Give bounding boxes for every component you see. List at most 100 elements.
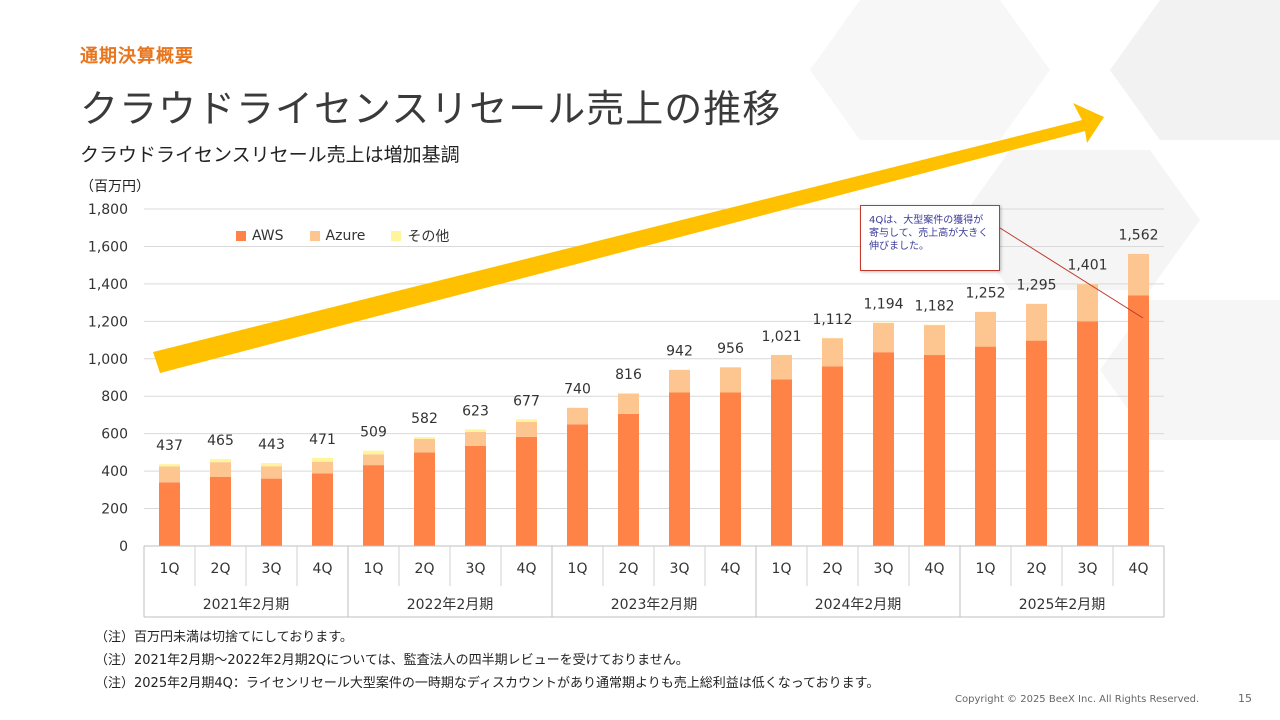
- bar-azure: [822, 338, 843, 367]
- subtitle: クラウドライセンスリセール売上は増加基調: [80, 144, 460, 166]
- data-label-total: 1,112: [812, 312, 852, 328]
- y-tick-label: 400: [101, 464, 128, 480]
- data-label-total: 1,562: [1118, 228, 1158, 244]
- x-group-label: 2021年2月期: [203, 597, 290, 613]
- data-label-total: 582: [411, 411, 438, 427]
- data-label-total: 1,182: [914, 299, 954, 315]
- legend-label-aws: AWS: [252, 228, 284, 244]
- data-label-total: 740: [564, 381, 591, 397]
- data-label-total: 465: [207, 433, 234, 449]
- footnote: （注）2021年2月期～2022年2月期2Qについては、監査法人の四半期レビュー…: [95, 653, 689, 668]
- bar-aws: [159, 482, 180, 546]
- footnotes: （注）百万円未満は切捨てにしております。 （注）2021年2月期～2022年2月…: [95, 628, 879, 697]
- bar-azure: [465, 431, 486, 446]
- bar-azure: [516, 421, 537, 437]
- legend-swatch-azure: [309, 231, 320, 241]
- trend-arrow: [153, 103, 1104, 373]
- bar-azure: [414, 438, 435, 453]
- legend-swatch-other: [391, 231, 402, 241]
- data-label-total: 443: [258, 437, 285, 453]
- bar-other: [363, 450, 384, 455]
- bar-azure: [669, 370, 690, 393]
- data-label-total: 677: [513, 393, 540, 409]
- page-number: 15: [1238, 692, 1252, 705]
- x-tick-label: 4Q: [517, 561, 537, 577]
- bar-azure: [873, 322, 894, 353]
- legend-swatch-aws: [236, 231, 246, 241]
- bar-azure: [1026, 303, 1047, 341]
- bar-aws: [567, 424, 588, 546]
- page-title: クラウドライセンスリセール売上の推移: [80, 87, 782, 131]
- x-tick-label: 2Q: [415, 561, 435, 577]
- y-tick-label: 1,000: [88, 352, 128, 368]
- data-label-total: 1,194: [863, 296, 903, 312]
- bar-azure: [720, 367, 741, 393]
- bar-aws: [1077, 321, 1098, 546]
- x-tick-label: 1Q: [364, 561, 384, 577]
- bar-azure: [924, 325, 945, 356]
- bar-aws: [261, 478, 282, 546]
- bar-aws: [618, 413, 639, 546]
- legend-item-azure: Azure: [309, 226, 365, 246]
- data-label-total: 1,295: [1016, 278, 1056, 294]
- bar-azure: [975, 311, 996, 347]
- x-tick-label: 2Q: [1027, 561, 1047, 577]
- bar-other: [159, 464, 180, 467]
- data-label-total: 1,021: [761, 329, 801, 345]
- data-label-total: 816: [615, 367, 642, 383]
- x-group-label: 2025年2月期: [1019, 597, 1106, 613]
- x-tick-label: 3Q: [670, 561, 690, 577]
- x-tick-label: 2Q: [211, 561, 231, 577]
- footnote: （注）百万円未満は切捨てにしております。: [95, 630, 353, 645]
- x-tick-label: 2Q: [619, 561, 639, 577]
- callout-leader: [999, 227, 1144, 319]
- bar-azure: [210, 462, 231, 477]
- bar-other: [516, 419, 537, 422]
- data-label-total: 956: [717, 341, 744, 357]
- y-tick-label: 1,200: [88, 314, 128, 330]
- data-label-total: 437: [156, 438, 183, 454]
- section-label: 通期決算概要: [80, 46, 194, 67]
- y-tick-label: 1,600: [88, 239, 128, 255]
- bar-azure: [159, 466, 180, 483]
- x-group-label: 2024年2月期: [815, 597, 902, 613]
- footnote: （注）2025年2月期4Q：ライセンリセール大型案件の一時期なディスカウントがあ…: [95, 676, 880, 691]
- bar-aws: [210, 476, 231, 546]
- y-tick-label: 0: [119, 539, 128, 555]
- bar-other: [465, 429, 486, 432]
- bar-azure: [1077, 284, 1098, 322]
- legend-item-other: その他: [391, 226, 449, 246]
- x-group-label: 2023年2月期: [611, 597, 698, 613]
- data-label-total: 1,401: [1067, 258, 1107, 274]
- x-tick-label: 4Q: [313, 561, 333, 577]
- bar-aws: [924, 355, 945, 546]
- legend-item-aws: AWS: [236, 226, 284, 246]
- bar-aws: [312, 473, 333, 546]
- copyright: Copyright © 2025 BeeX Inc. All Rights Re…: [955, 694, 1200, 705]
- x-tick-label: 4Q: [925, 561, 945, 577]
- y-tick-label: 1,800: [88, 202, 128, 218]
- data-label-total: 1,252: [965, 286, 1005, 302]
- x-tick-label: 3Q: [1078, 561, 1098, 577]
- bar-aws: [873, 352, 894, 546]
- data-label-total: 942: [666, 344, 693, 360]
- chart-legend: AWS Azure その他: [236, 226, 449, 246]
- bar-other: [210, 458, 231, 463]
- x-tick-label: 4Q: [1129, 561, 1149, 577]
- legend-label-other: その他: [407, 229, 450, 245]
- bar-aws: [363, 465, 384, 546]
- callout-box: 4Qは、大型案件の獲得が寄与して、売上高が大きく伸びました。: [860, 205, 1000, 271]
- bar-azure: [312, 461, 333, 474]
- y-tick-label: 1,400: [88, 277, 128, 293]
- bar-azure: [567, 407, 588, 425]
- data-label-total: 623: [462, 403, 489, 419]
- x-tick-label: 1Q: [568, 561, 588, 577]
- bar-other: [312, 457, 333, 462]
- bar-aws: [720, 392, 741, 546]
- y-axis-unit: （百万円）: [80, 179, 150, 195]
- y-tick-label: 600: [101, 427, 128, 443]
- x-tick-label: 3Q: [262, 561, 282, 577]
- x-tick-label: 3Q: [874, 561, 894, 577]
- x-tick-label: 1Q: [772, 561, 792, 577]
